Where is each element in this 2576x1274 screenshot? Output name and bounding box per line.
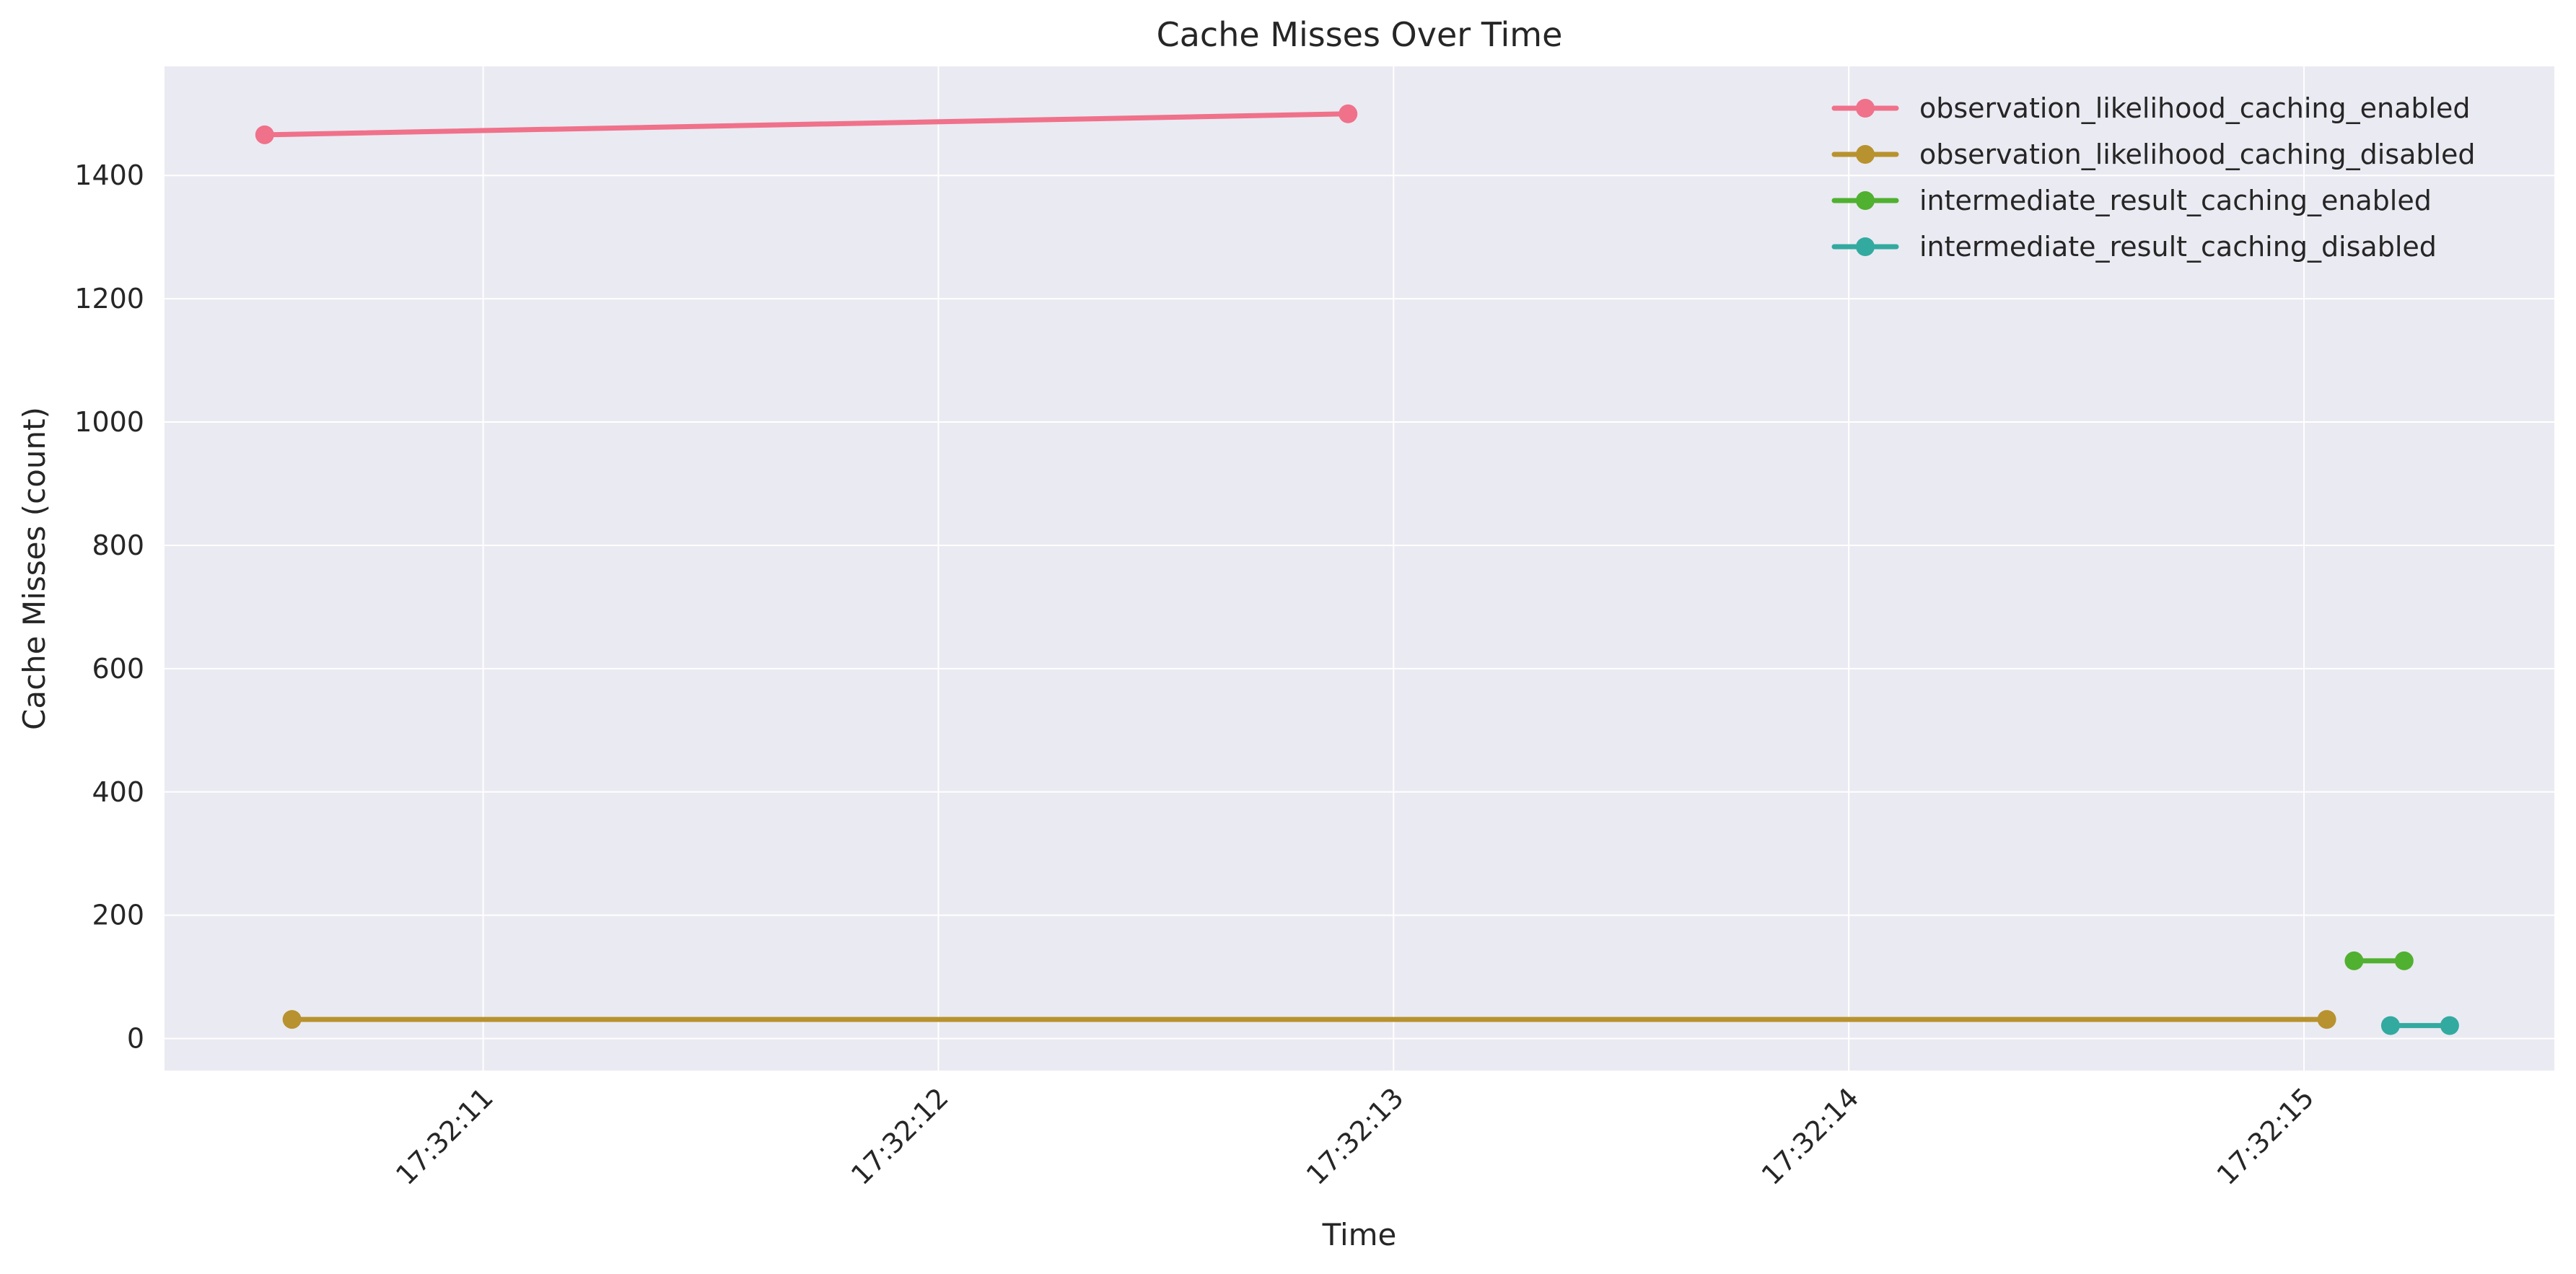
y-tick-label: 600 <box>92 653 144 685</box>
chart-title: Cache Misses Over Time <box>1157 15 1563 54</box>
series-lines <box>255 104 2459 1035</box>
y-tick-label: 1000 <box>74 406 144 438</box>
x-tick-label: 17:32:15 <box>2211 1081 2321 1191</box>
series-line <box>262 111 1351 138</box>
data-point <box>2394 951 2414 970</box>
y-tick-label: 200 <box>92 900 144 931</box>
series <box>2380 1016 2459 1035</box>
y-tick-label: 800 <box>92 530 144 561</box>
series <box>282 1010 2336 1029</box>
legend-marker <box>1856 145 1875 164</box>
data-point <box>2344 951 2364 970</box>
series <box>2344 951 2414 970</box>
legend-label: intermediate_result_caching_enabled <box>1919 185 2432 216</box>
data-point <box>2380 1016 2400 1035</box>
legend-item: intermediate_result_caching_enabled <box>1831 185 2432 216</box>
x-axis-title: Time <box>1322 1217 1397 1252</box>
data-point <box>2440 1016 2459 1035</box>
legend-label: observation_likelihood_caching_enabled <box>1919 92 2471 124</box>
x-axis-ticks: 17:32:11 17:32:12 17:32:13 17:32:14 17:32:15 <box>390 1081 2320 1191</box>
y-axis-title: Cache Misses (count) <box>17 407 52 730</box>
legend-label: intermediate_result_caching_disabled <box>1919 231 2437 263</box>
legend-marker <box>1856 191 1875 210</box>
plot-area <box>165 66 2554 1071</box>
series <box>255 104 1358 144</box>
legend-marker <box>1856 237 1875 256</box>
data-point <box>1339 104 1358 123</box>
legend-item: intermediate_result_caching_disabled <box>1831 231 2437 263</box>
data-point <box>2317 1010 2336 1029</box>
x-tick-label: 17:32:11 <box>390 1081 499 1191</box>
legend-marker <box>1856 99 1875 118</box>
legend-item: observation_likelihood_caching_disabled <box>1831 139 2476 170</box>
y-tick-label: 1400 <box>74 159 144 191</box>
x-tick-label: 17:32:13 <box>1300 1081 1410 1191</box>
data-point <box>255 125 274 144</box>
grid-lines <box>165 66 2554 1071</box>
legend: observation_likelihood_caching_enabledob… <box>1831 92 2476 263</box>
x-tick-label: 17:32:12 <box>845 1081 955 1191</box>
y-axis-ticks: 0 200 400 600 800 1000 1200 1400 <box>74 159 144 1054</box>
legend-item: observation_likelihood_caching_enabled <box>1831 92 2471 124</box>
y-tick-label: 400 <box>92 776 144 808</box>
legend-label: observation_likelihood_caching_disabled <box>1919 139 2476 170</box>
x-tick-label: 17:32:14 <box>1756 1081 1865 1191</box>
y-tick-label: 1200 <box>74 283 144 315</box>
data-point <box>282 1010 302 1029</box>
y-tick-label: 0 <box>127 1023 144 1055</box>
